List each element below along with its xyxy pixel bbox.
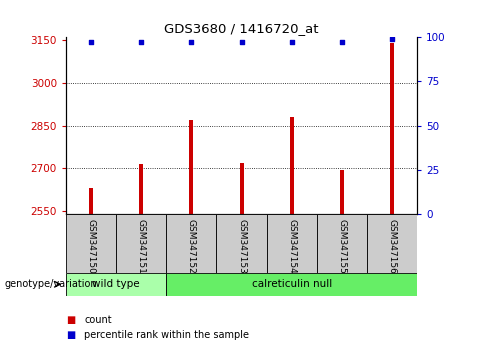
Point bbox=[238, 40, 245, 45]
Bar bbox=[266, 214, 317, 273]
Point bbox=[288, 40, 296, 45]
Point bbox=[87, 40, 95, 45]
Title: GDS3680 / 1416720_at: GDS3680 / 1416720_at bbox=[164, 22, 319, 35]
Bar bbox=[166, 273, 417, 296]
Bar bbox=[317, 214, 367, 273]
Text: count: count bbox=[84, 315, 112, 325]
Point bbox=[338, 40, 346, 45]
Text: genotype/variation: genotype/variation bbox=[5, 279, 98, 289]
Bar bbox=[116, 214, 166, 273]
Text: GSM347154: GSM347154 bbox=[287, 219, 296, 274]
Text: GSM347150: GSM347150 bbox=[86, 219, 96, 274]
Bar bbox=[89, 188, 93, 214]
Bar bbox=[66, 214, 116, 273]
Text: GSM347151: GSM347151 bbox=[137, 219, 146, 274]
Bar bbox=[166, 214, 217, 273]
Text: ■: ■ bbox=[66, 315, 75, 325]
Bar bbox=[340, 170, 344, 214]
Point bbox=[187, 40, 195, 45]
Point bbox=[388, 36, 396, 42]
Bar bbox=[290, 117, 294, 214]
Bar bbox=[240, 163, 244, 214]
Text: GSM347155: GSM347155 bbox=[337, 219, 346, 274]
Bar bbox=[189, 120, 193, 214]
Text: percentile rank within the sample: percentile rank within the sample bbox=[84, 330, 249, 339]
Bar bbox=[66, 273, 166, 296]
Bar bbox=[367, 214, 417, 273]
Text: GSM347152: GSM347152 bbox=[187, 219, 196, 274]
Text: wild type: wild type bbox=[92, 279, 140, 289]
Text: ■: ■ bbox=[66, 330, 75, 339]
Bar bbox=[139, 164, 143, 214]
Bar bbox=[390, 43, 394, 214]
Text: GSM347156: GSM347156 bbox=[387, 219, 397, 274]
Text: GSM347153: GSM347153 bbox=[237, 219, 246, 274]
Text: calreticulin null: calreticulin null bbox=[252, 279, 332, 289]
Point bbox=[137, 40, 145, 45]
Bar bbox=[217, 214, 266, 273]
